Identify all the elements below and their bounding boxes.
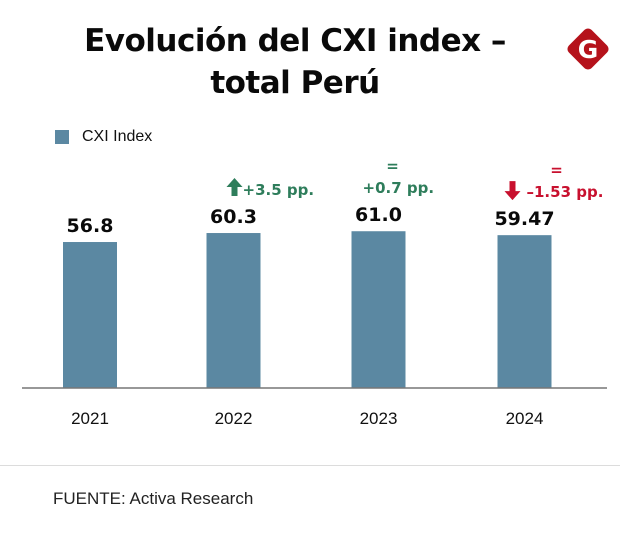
chart-title-line-1: Evolución del CXI index – bbox=[84, 23, 506, 59]
x-tick-label-2023: 2023 bbox=[360, 409, 398, 428]
logo-letter: G bbox=[578, 35, 599, 64]
value-label-2023: 61.0 bbox=[355, 204, 402, 226]
value-label-2021: 56.8 bbox=[67, 215, 114, 237]
chart-title: Evolución del CXI index – total Perú bbox=[60, 20, 530, 104]
value-label-2022: 60.3 bbox=[210, 206, 257, 228]
bar-2021 bbox=[63, 242, 117, 388]
bar-2023 bbox=[351, 231, 406, 388]
annotation-text-2024: –1.53 pp. bbox=[527, 183, 604, 201]
logo-diamond-shape bbox=[567, 28, 609, 70]
footer-divider bbox=[0, 465, 620, 466]
x-tick-label-2021: 2021 bbox=[71, 409, 109, 428]
x-tick-label-2022: 2022 bbox=[215, 409, 253, 428]
chart-legend: CXI Index bbox=[55, 128, 152, 146]
value-label-2024: 59.47 bbox=[494, 208, 554, 230]
bar-2022 bbox=[206, 233, 261, 388]
x-tick-label-2024: 2024 bbox=[506, 409, 544, 428]
annotation-text-2022: +3.5 pp. bbox=[243, 181, 315, 199]
bar-2024 bbox=[497, 235, 552, 388]
source-note: FUENTE: Activa Research bbox=[53, 489, 254, 508]
annotation-text-2023: +0.7 pp. bbox=[363, 179, 435, 197]
arrow-down-icon bbox=[504, 181, 521, 201]
legend-swatch bbox=[55, 130, 69, 144]
annotation-symbol-2024: = bbox=[550, 161, 563, 179]
brand-logo-icon: G bbox=[567, 28, 609, 70]
annotation-symbol-2023: = bbox=[386, 157, 399, 175]
chart-title-line-2: total Perú bbox=[210, 65, 380, 101]
legend-label: CXI Index bbox=[82, 128, 153, 145]
arrow-up-icon bbox=[226, 178, 243, 197]
